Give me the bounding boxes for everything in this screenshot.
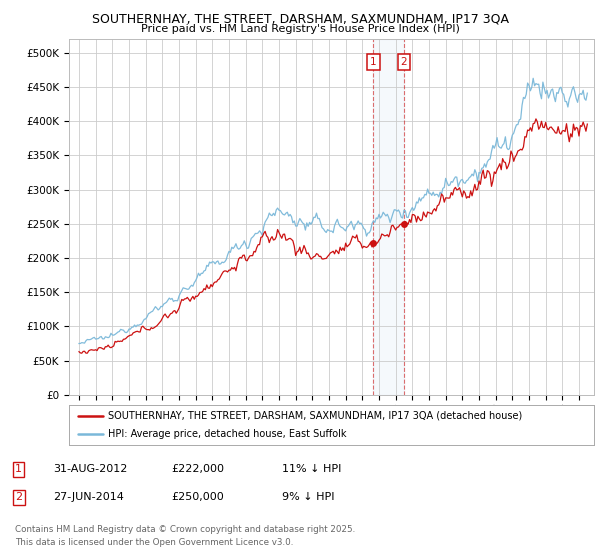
Text: £222,000: £222,000 (171, 464, 224, 474)
Text: SOUTHERNHAY, THE STREET, DARSHAM, SAXMUNDHAM, IP17 3QA (detached house): SOUTHERNHAY, THE STREET, DARSHAM, SAXMUN… (109, 411, 523, 421)
Text: £250,000: £250,000 (171, 492, 224, 502)
Text: Contains HM Land Registry data © Crown copyright and database right 2025.
This d: Contains HM Land Registry data © Crown c… (15, 525, 355, 547)
Text: 9% ↓ HPI: 9% ↓ HPI (282, 492, 335, 502)
Text: Price paid vs. HM Land Registry's House Price Index (HPI): Price paid vs. HM Land Registry's House … (140, 24, 460, 34)
Text: 1: 1 (370, 57, 377, 67)
Text: 1: 1 (15, 464, 22, 474)
Text: 2: 2 (15, 492, 22, 502)
Bar (373, 39, 404, 395)
Text: SOUTHERNHAY, THE STREET, DARSHAM, SAXMUNDHAM, IP17 3QA: SOUTHERNHAY, THE STREET, DARSHAM, SAXMUN… (91, 12, 509, 25)
Text: 11% ↓ HPI: 11% ↓ HPI (282, 464, 341, 474)
Text: 2: 2 (401, 57, 407, 67)
Text: 31-AUG-2012: 31-AUG-2012 (53, 464, 127, 474)
Text: HPI: Average price, detached house, East Suffolk: HPI: Average price, detached house, East… (109, 430, 347, 439)
Text: 27-JUN-2014: 27-JUN-2014 (53, 492, 124, 502)
